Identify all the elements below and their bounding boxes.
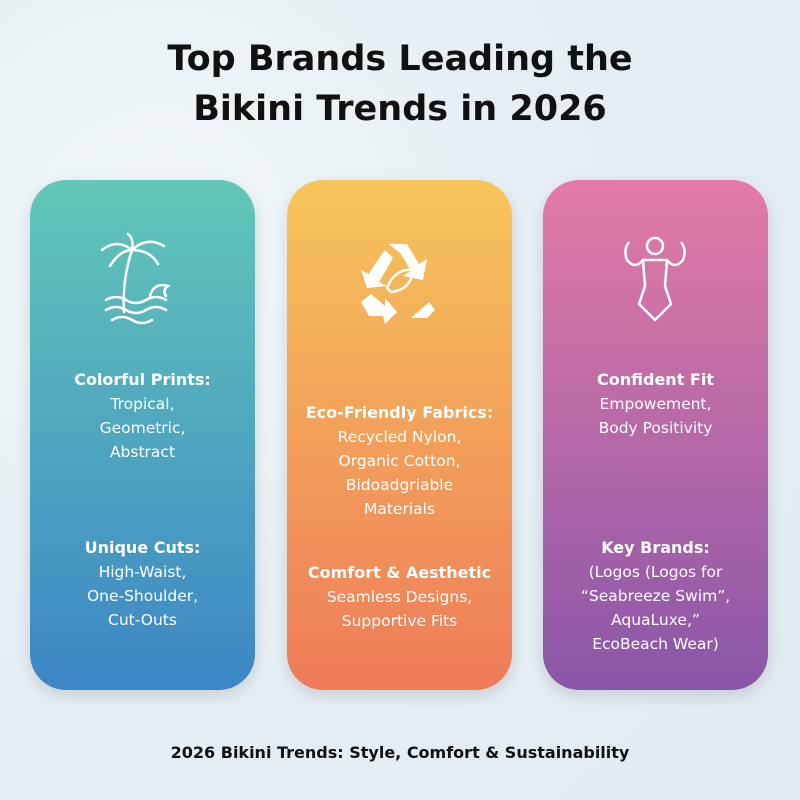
section: Confident Fit Empowement, Body Positivity <box>543 368 768 440</box>
section-line: (Logos (Logos for <box>588 563 723 581</box>
section-line: Empowement, <box>599 395 712 413</box>
section-line: Materials <box>363 500 436 518</box>
section-line: Geometric, <box>99 419 186 437</box>
title: Top Brands Leading the Bikini Trends in … <box>0 34 800 134</box>
section-line: AquaLuxe,” <box>611 611 700 629</box>
section-heading: Eco-Friendly Fabrics: <box>305 403 494 422</box>
section: Unique Cuts: High-Waist, One-Shoulder, Cut-… <box>30 536 255 632</box>
section-heading: Unique Cuts: <box>84 538 201 557</box>
card: Confident Fit Empowement, Body Positivity K… <box>543 180 768 690</box>
section-heading: Key Brands: <box>601 538 710 557</box>
fit-icon <box>624 236 686 322</box>
section-line: High-Waist, <box>98 563 187 581</box>
section-line: Body Positivity <box>598 419 713 437</box>
section: Comfort & Aesthetic Seamless Designs, Supp… <box>287 561 512 633</box>
section: Key Brands: (Logos (Logos for “Seabreeze S… <box>543 536 768 656</box>
section-heading: Comfort & Aesthetic <box>307 563 492 582</box>
section-line: Abstract <box>109 443 176 461</box>
section-line: Bidoadgriable <box>345 476 454 494</box>
section-heading: Confident Fit <box>597 370 714 389</box>
section: Eco-Friendly Fabrics: Recycled Nylon, Orga… <box>287 401 512 521</box>
title-line: Top Brands Leading the <box>167 39 633 79</box>
section-line: Supportive Fits <box>341 612 458 630</box>
section-line: Tropical, <box>110 395 175 413</box>
section-line: “Seabreeze Swim”, <box>580 587 731 605</box>
section-line: Recycled Nylon, <box>337 428 462 446</box>
card: Colorful Prints: Tropical, Geometric, Abstr… <box>30 180 255 690</box>
footer: 2026 Bikini Trends: Style, Comfort & Sus… <box>170 743 630 762</box>
section-line: One-Shoulder, <box>86 587 199 605</box>
section-heading: Colorful Prints: <box>74 370 211 389</box>
section-line: EcoBeach Wear) <box>592 635 719 653</box>
section-line: Seamless Designs, <box>326 588 473 606</box>
recycle-icon <box>361 244 435 324</box>
section-line: Cut-Outs <box>108 611 177 629</box>
title-line: Bikini Trends in 2026 <box>193 89 607 129</box>
section-line: Organic Cotton, <box>338 452 461 470</box>
palm-icon <box>100 232 171 325</box>
card: Eco-Friendly Fabrics: Recycled Nylon, Orga… <box>287 180 512 690</box>
section: Colorful Prints: Tropical, Geometric, Abstr… <box>30 368 255 464</box>
